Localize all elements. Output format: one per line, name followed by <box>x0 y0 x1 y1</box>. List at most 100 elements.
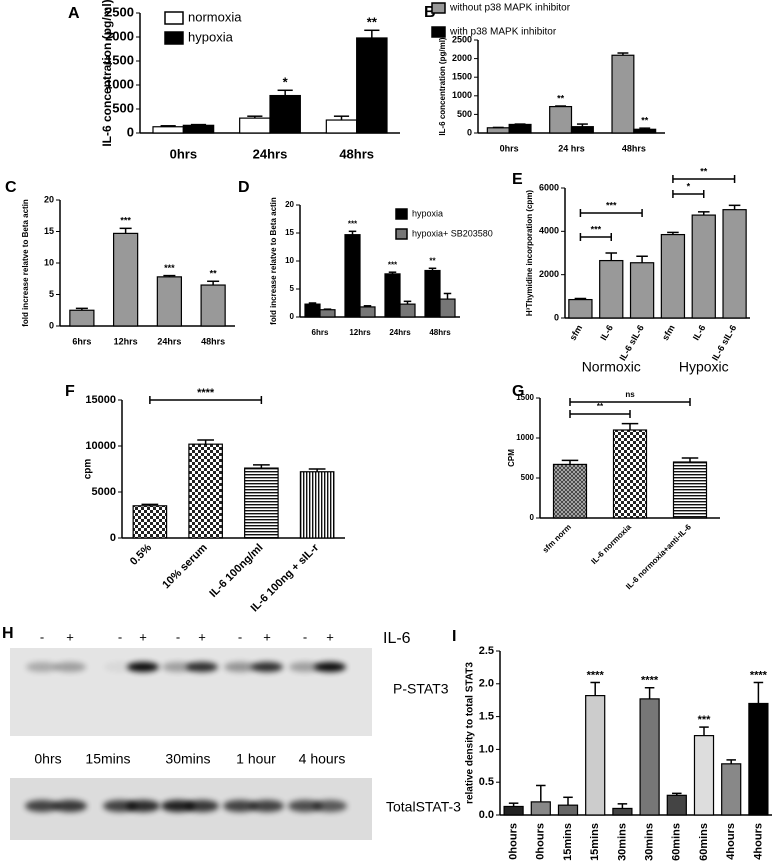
y-tick-label: 2500 <box>105 4 134 19</box>
y-tick-label: 1500 <box>452 72 472 82</box>
legend-label: hypoxia+ SB203580 <box>412 228 493 238</box>
panel-label: I <box>452 628 456 645</box>
x-tick-label: IL-6 <box>691 323 708 342</box>
x-tick-label: 24 hrs <box>558 143 585 153</box>
y-tick-label: 2000 <box>452 53 472 63</box>
y-axis-label: relative density to total STAT3 <box>465 662 476 804</box>
row-label: P-STAT3 <box>393 681 449 697</box>
bar <box>439 298 456 318</box>
y-tick-label: 0 <box>127 124 134 139</box>
y-tick-label: 1.0 <box>479 743 494 755</box>
legend-label: hypoxia <box>188 29 234 44</box>
y-tick-label: 0 <box>110 532 116 544</box>
lane-sign: + <box>198 629 206 644</box>
panel-label: D <box>238 179 250 196</box>
band <box>313 800 347 812</box>
x-tick-label: sfm <box>660 323 677 342</box>
x-tick-label: sfm <box>568 323 585 342</box>
band <box>224 662 256 672</box>
y-tick-label: 2000 <box>539 269 559 279</box>
bar <box>629 262 655 319</box>
y-tick-label: 0 <box>554 312 559 322</box>
timepoint-label: 30mins <box>165 751 210 767</box>
bracket-label: *** <box>591 224 602 234</box>
band <box>162 662 194 672</box>
bar <box>585 695 606 816</box>
bar <box>384 273 401 318</box>
y-tick-label: 20 <box>44 194 54 204</box>
bar <box>672 461 708 519</box>
significance: ** <box>641 116 649 126</box>
band <box>127 662 159 672</box>
band <box>289 662 321 672</box>
panel-label: C <box>5 179 17 196</box>
x-tick-label: IL-6 normoxia+anti-IL-6 <box>624 522 693 591</box>
lane-sign: - <box>238 629 242 644</box>
bar <box>508 123 532 134</box>
bar <box>356 37 388 134</box>
significance: ** <box>557 93 565 103</box>
x-tick-label: 30mins <box>644 823 656 861</box>
x-tick-label: 24hrs <box>157 336 181 346</box>
y-tick-label: 1500 <box>516 393 534 402</box>
bar <box>188 443 223 539</box>
bar <box>239 117 271 134</box>
band <box>161 800 195 812</box>
y-tick-label: 1000 <box>452 90 472 100</box>
y-tick-label: 1500 <box>105 52 134 67</box>
timepoint-label: 0hrs <box>34 751 61 767</box>
x-tick-label: IL-6 100ng/ml <box>207 542 265 600</box>
panel-label: F <box>65 383 75 400</box>
y-tick-label: 5000 <box>92 486 116 498</box>
group-label: Hypoxic <box>679 359 729 375</box>
band <box>186 662 218 672</box>
band <box>251 662 283 672</box>
timepoint-label: 4 hours <box>299 751 346 767</box>
bar <box>344 234 361 318</box>
band <box>54 662 86 672</box>
bracket-label: ns <box>625 390 635 399</box>
y-axis-label: IL-6 concentration (pg/ml) <box>100 0 114 147</box>
bar <box>399 303 416 318</box>
bracket-label: * <box>687 181 691 191</box>
treatment-label: IL-6 <box>383 630 411 647</box>
bar <box>424 269 441 318</box>
y-tick-label: 10000 <box>85 440 116 452</box>
bar <box>152 126 184 134</box>
x-tick-label: 4hours <box>725 823 737 860</box>
bracket-label: ** <box>700 166 708 176</box>
significance: *** <box>164 263 175 273</box>
x-tick-label: 30mins <box>616 823 628 861</box>
panel-label: H <box>2 625 14 642</box>
band <box>185 800 219 812</box>
x-tick-label: 0.5% <box>128 542 154 568</box>
x-tick-label: 48hrs <box>622 143 646 153</box>
significance: **** <box>641 675 659 687</box>
bar <box>325 119 358 134</box>
bracket-label: ** <box>597 402 604 411</box>
legend-swatch <box>395 208 408 220</box>
bar <box>721 763 742 816</box>
bar <box>693 735 715 816</box>
x-tick-label: 0hrs <box>170 146 197 161</box>
lane-sign: - <box>118 629 122 644</box>
bracket-label: *** <box>606 200 617 210</box>
lane-sign: + <box>139 629 147 644</box>
band <box>288 800 322 812</box>
significance: **** <box>587 669 605 681</box>
bar <box>112 232 139 327</box>
x-tick-label: 15mins <box>562 823 574 861</box>
lane-sign: - <box>176 629 180 644</box>
x-tick-label: 48hrs <box>339 146 374 161</box>
x-tick-label: IL-6 sIL-6 <box>710 323 738 362</box>
y-tick-label: 6000 <box>539 182 559 192</box>
significance: *** <box>698 714 712 726</box>
y-tick-label: 0 <box>467 127 472 137</box>
y-tick-label: 0 <box>290 312 295 321</box>
y-tick-label: 0 <box>49 320 54 330</box>
y-tick-label: 15 <box>44 226 54 236</box>
bar <box>748 702 769 816</box>
significance: * <box>283 75 289 90</box>
bar <box>299 471 335 539</box>
